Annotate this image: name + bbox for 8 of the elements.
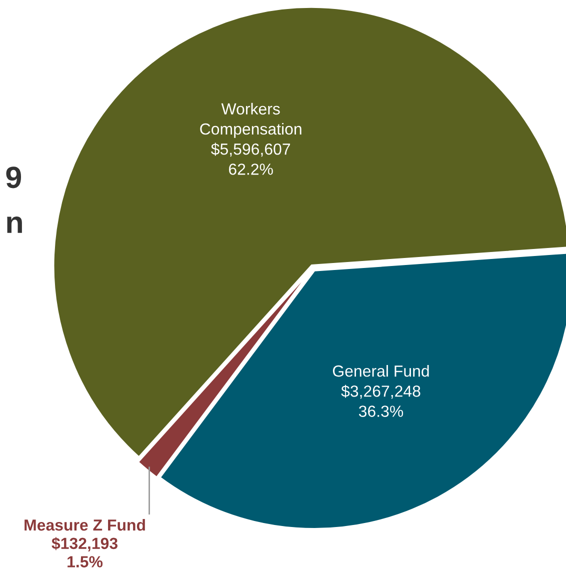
slice-label: Measure Z Fund	[24, 518, 145, 531]
slice-label: General Fund	[332, 365, 429, 377]
data-label: $3,267,248 36.3%	[341, 384, 420, 417]
data-label: $5,596,607 62.2%	[211, 142, 290, 175]
slice-label: Workers Compensation	[200, 102, 302, 138]
data-label: $132,193 1.5%	[52, 537, 118, 568]
text: 9	[6, 166, 22, 188]
text: n	[7, 216, 22, 233]
